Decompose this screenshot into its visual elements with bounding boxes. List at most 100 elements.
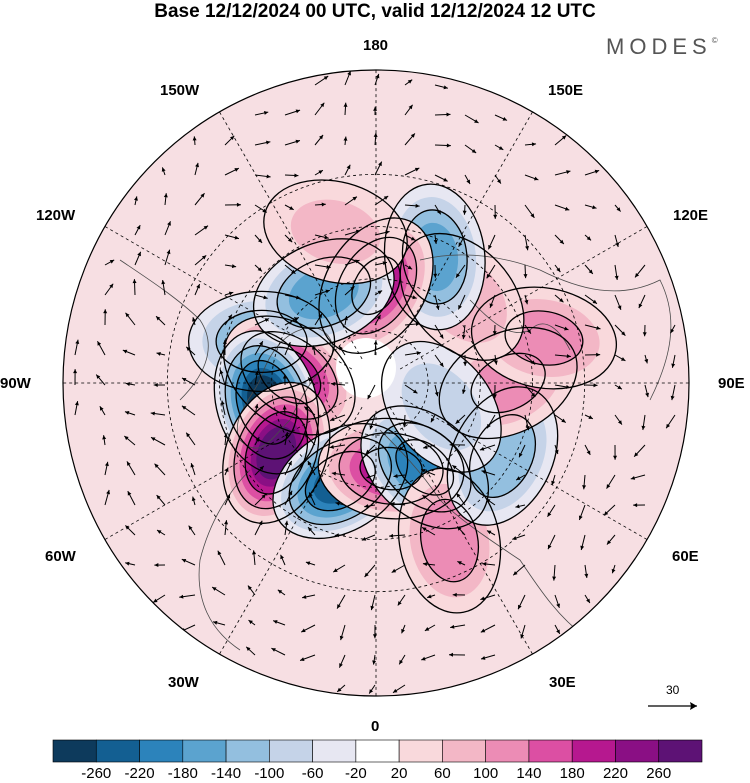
wind-vector bbox=[517, 594, 526, 610]
wind-vector bbox=[185, 346, 196, 356]
wind-vector bbox=[304, 432, 316, 446]
wind-vector bbox=[254, 110, 269, 116]
wind-vector bbox=[97, 341, 106, 356]
contour bbox=[263, 179, 408, 285]
wind-vector bbox=[284, 490, 293, 506]
wind-vector bbox=[493, 354, 498, 365]
wind-vector bbox=[492, 324, 497, 336]
wind-vector bbox=[493, 204, 498, 219]
wind-vector bbox=[518, 444, 526, 458]
wind-vector bbox=[433, 234, 438, 245]
wind-vector bbox=[614, 354, 626, 362]
wind-vector bbox=[448, 652, 466, 657]
wind-vector bbox=[271, 647, 286, 656]
wind-vector bbox=[644, 354, 649, 364]
wind-vector bbox=[524, 414, 530, 431]
wind-vector bbox=[614, 204, 621, 212]
wind-vector bbox=[373, 340, 378, 356]
wind-vector bbox=[338, 654, 346, 668]
wind-vector bbox=[343, 102, 348, 116]
contour bbox=[399, 232, 525, 361]
wind-vector bbox=[480, 594, 496, 601]
wind-vector bbox=[404, 104, 413, 116]
wind-vector bbox=[552, 564, 557, 581]
colorbar-tick-label: -100 bbox=[254, 765, 285, 782]
wind-vector bbox=[512, 534, 526, 540]
wind-vector bbox=[284, 294, 301, 300]
wind-vector bbox=[671, 354, 676, 368]
wind-vector bbox=[104, 489, 111, 506]
wind-vector bbox=[344, 70, 352, 86]
wind-vector bbox=[314, 313, 323, 326]
wind-vector bbox=[344, 196, 358, 206]
lon-label-180: 180 bbox=[363, 37, 389, 54]
wind-vector bbox=[163, 193, 168, 206]
colorbar-swatch bbox=[398, 739, 443, 763]
contour bbox=[395, 439, 455, 496]
wind-vector bbox=[463, 354, 468, 366]
wind-vector bbox=[461, 384, 466, 394]
wind-vector bbox=[489, 294, 496, 308]
lon-label-30w: 30W bbox=[168, 674, 199, 691]
wind-vector bbox=[641, 414, 646, 431]
wind-vector bbox=[254, 465, 265, 476]
lon-label-150e: 150E bbox=[548, 82, 584, 99]
wind-vector bbox=[164, 221, 171, 236]
wind-vector bbox=[524, 204, 535, 219]
wind-vector bbox=[125, 525, 136, 536]
wind-vector bbox=[181, 377, 196, 386]
wind-vector bbox=[370, 594, 376, 611]
map-boundary bbox=[62, 69, 690, 697]
wind-vector bbox=[524, 234, 529, 251]
wind-vector bbox=[401, 624, 406, 634]
colorbar-tick-label: 60 bbox=[434, 765, 451, 782]
wind-vector bbox=[464, 114, 479, 124]
wind-vector bbox=[614, 384, 623, 390]
wind-vector bbox=[74, 401, 79, 416]
wind-vector bbox=[343, 315, 348, 326]
colorbar-swatch bbox=[442, 739, 486, 763]
lon-label-90w: 90W bbox=[0, 375, 31, 392]
colorbar-tick-label: -260 bbox=[81, 765, 112, 782]
colorbar-swatch bbox=[355, 739, 400, 763]
contour bbox=[272, 422, 409, 540]
coastline bbox=[419, 254, 672, 401]
wind-vector bbox=[434, 174, 448, 182]
wind-vector bbox=[404, 351, 421, 356]
wind-vector bbox=[335, 501, 346, 506]
wind-vector bbox=[434, 324, 444, 339]
wind-vector bbox=[155, 315, 166, 326]
contour bbox=[397, 467, 502, 614]
wind-vector bbox=[156, 351, 166, 356]
wind-vector bbox=[524, 142, 537, 147]
wind-vector bbox=[164, 249, 171, 266]
wind-vector bbox=[479, 444, 496, 451]
wind-vector bbox=[374, 230, 390, 236]
wind-vector bbox=[284, 316, 300, 326]
wind-vector bbox=[421, 654, 436, 661]
wind-vector bbox=[614, 264, 619, 281]
wind-vector bbox=[614, 234, 620, 248]
wind-vector bbox=[212, 620, 226, 626]
wind-vector bbox=[633, 444, 646, 458]
wind-vector bbox=[524, 294, 529, 305]
wind-vector bbox=[154, 463, 166, 476]
contour bbox=[359, 446, 423, 491]
wind-vector bbox=[458, 234, 466, 247]
wind-vector bbox=[584, 594, 591, 604]
wind-vector bbox=[254, 294, 268, 300]
colorbar-swatch bbox=[225, 739, 270, 763]
wind-vector bbox=[606, 474, 616, 489]
colorbar-swatch bbox=[528, 739, 573, 763]
wind-vector bbox=[404, 264, 413, 270]
wind-vector bbox=[361, 534, 376, 541]
wind-vector bbox=[74, 339, 80, 356]
wind-vector bbox=[456, 526, 466, 536]
wind-vector bbox=[314, 234, 329, 240]
wind-vector bbox=[364, 564, 376, 578]
wind-vector bbox=[134, 251, 142, 266]
wind-vector bbox=[181, 405, 196, 416]
wind-vector bbox=[456, 492, 466, 506]
wind-vector bbox=[99, 406, 106, 416]
wind-vector bbox=[332, 564, 346, 573]
